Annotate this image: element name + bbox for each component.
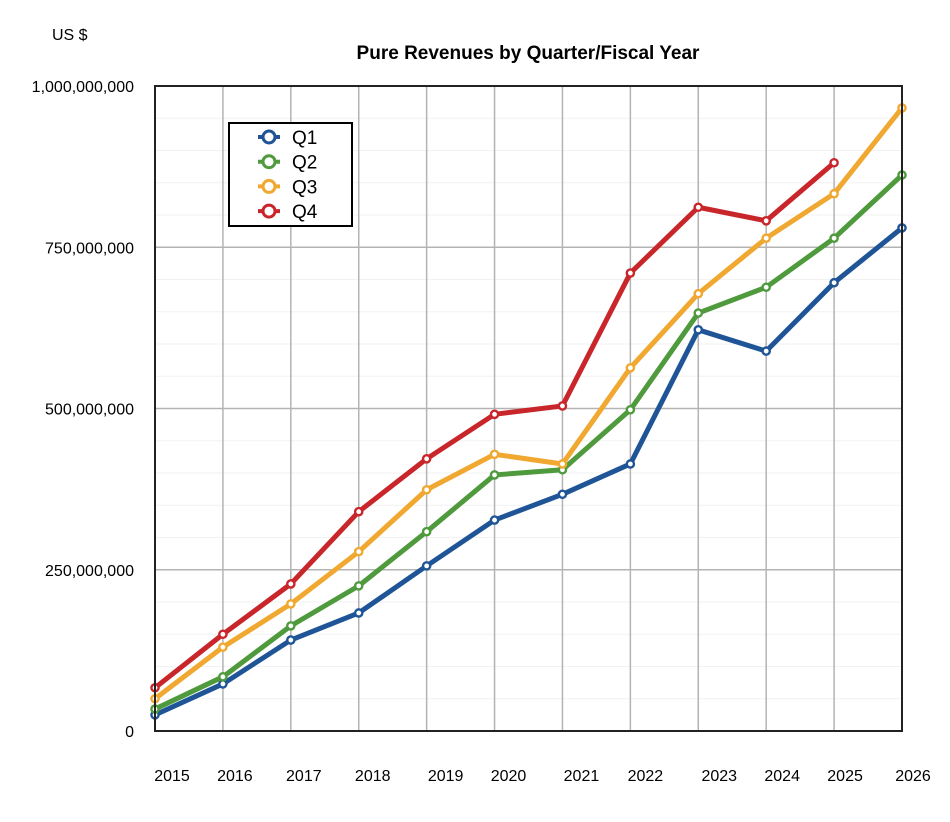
data-point-q4 [353,506,364,517]
legend-marker-icon [261,203,277,219]
x-tick-label: 2023 [701,768,737,785]
data-point-q4 [625,268,636,278]
data-point-q3 [761,233,771,244]
data-point-q2 [489,470,500,480]
legend-box [228,122,353,227]
y-tick-label: 1,000,000,000 [32,79,134,96]
data-point-q2 [761,282,771,293]
legend-label: Q2 [292,153,317,174]
data-point-q3 [625,363,636,373]
data-point-q1 [286,635,296,645]
data-point-q4 [761,216,771,226]
y-tick-label: 750,000,000 [45,240,134,257]
data-point-q2 [693,308,704,318]
series-q3 [150,103,907,704]
data-point-q2 [829,233,839,244]
x-axis-ticks: 2015 2016 2017 2018 2019 2020 2021 2022 2023 2024… [154,768,931,785]
legend-item-q4: Q4 [258,202,318,223]
plot-frame [154,85,903,732]
data-point-q1 [693,325,704,335]
data-point-q2 [353,581,364,591]
data-point-q3 [218,642,228,652]
chart-title: Pure Revenues by Quarter/Fiscal Year [357,43,700,64]
y-tick-label: 0 [125,724,134,741]
data-point-q4 [421,454,432,464]
data-point-q1 [489,515,500,525]
x-tick-label: 2020 [491,768,527,785]
data-point-q1 [353,608,364,618]
data-point-q2 [625,404,636,415]
legend-marker-icon [261,129,277,145]
data-point-q3 [557,459,568,469]
y-axis-unit-label: US $ [52,27,88,44]
data-point-q3 [693,288,704,299]
data-point-q1 [421,561,432,571]
data-point-q1 [761,346,771,356]
data-point-q1 [557,489,568,500]
x-tick-label: 2021 [564,768,600,785]
y-tick-label: 500,000,000 [45,402,134,419]
legend-item-q1: Q1 [258,128,317,149]
x-tick-label: 2019 [428,768,464,785]
data-point-q3 [286,599,296,609]
data-point-q2 [218,672,228,682]
legend: Q1 Q2 Q3 Q4 [228,122,353,227]
data-point-q2 [421,526,432,537]
legend-item-q3: Q3 [258,177,317,198]
data-point-q4 [829,157,839,168]
x-tick-label: 2022 [628,768,664,785]
line-q1 [152,225,905,718]
data-point-q1 [829,277,839,288]
data-point-q4 [557,401,568,411]
x-tick-label: 2015 [154,768,190,785]
data-point-q3 [421,484,432,495]
legend-marker-icon [261,154,277,170]
y-tick-label: 250,000,000 [45,563,134,580]
data-point-q1 [625,459,636,469]
series-q2 [150,170,907,714]
line-q3 [152,105,905,702]
legend-label: Q4 [292,202,318,223]
legend-marker-icon [261,178,277,194]
data-point-q4 [489,409,500,420]
data-point-q4 [218,629,228,640]
data-point-q4 [693,202,704,213]
legend-item-q2: Q2 [258,153,317,174]
data-point-q4 [286,579,296,589]
x-tick-label: 2016 [217,768,253,785]
series-lines [150,103,907,720]
data-point-q3 [489,449,500,460]
data-point-q2 [286,621,296,631]
gridlines [155,86,902,731]
data-point-q3 [353,546,364,557]
x-tick-label: 2025 [827,768,863,785]
x-tick-label: 2024 [764,768,800,785]
legend-label: Q1 [292,128,317,149]
legend-label: Q3 [292,177,317,198]
series-q1 [150,223,907,720]
x-tick-label: 2017 [286,768,322,785]
y-axis-ticks: 0 250,000,000 500,000,000 750,000,000 1,000,… [32,79,134,741]
x-tick-label: 2026 [895,768,931,785]
x-tick-label: 2018 [355,768,391,785]
line-q2 [152,172,905,712]
data-point-q3 [829,188,839,199]
